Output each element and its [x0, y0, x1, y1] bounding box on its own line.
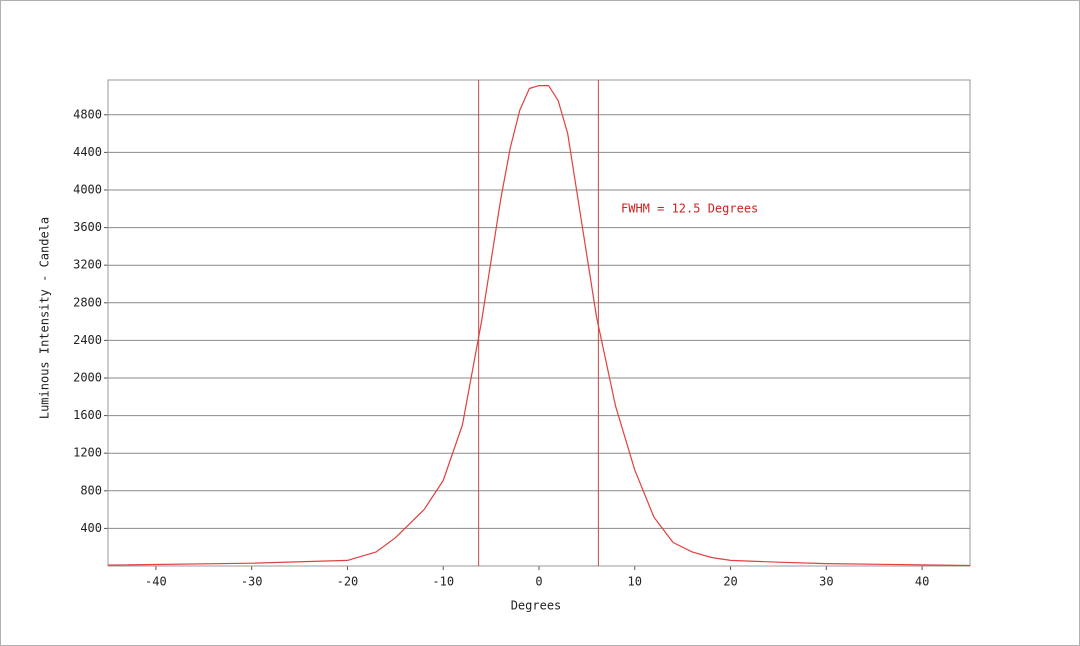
y-tick-label: 4000 [73, 182, 102, 196]
x-tick-label: 0 [535, 575, 542, 589]
y-tick-label: 1200 [73, 446, 102, 460]
x-tick-label: -20 [337, 575, 359, 589]
y-tick-label: 3200 [73, 258, 102, 272]
x-axis-label: Degrees [511, 599, 562, 613]
x-tick-label: 40 [915, 575, 929, 589]
x-tick-label: -40 [145, 575, 167, 589]
plot-border [107, 79, 971, 567]
y-axis-label: Luminous Intensity - Candela [38, 217, 52, 419]
y-tick-label: 2000 [73, 370, 102, 384]
x-tick-label: 30 [819, 575, 833, 589]
y-tick-label: 1600 [73, 408, 102, 422]
y-tick-label: 4800 [73, 107, 102, 121]
y-tick-label: 800 [80, 483, 102, 497]
x-tick-label: -30 [241, 575, 263, 589]
x-tick-label: -10 [432, 575, 454, 589]
y-tick-label: 400 [80, 521, 102, 535]
x-tick-label: 20 [723, 575, 737, 589]
curve [107, 85, 971, 567]
y-tick-label: 2800 [73, 295, 102, 309]
x-tick-label: 10 [628, 575, 642, 589]
annotation: FWHM = 12.5 Degrees [621, 202, 758, 216]
y-tick-label: 3600 [73, 220, 102, 234]
y-tick-label: 4400 [73, 145, 102, 159]
y-tick-label: 2400 [73, 333, 102, 347]
